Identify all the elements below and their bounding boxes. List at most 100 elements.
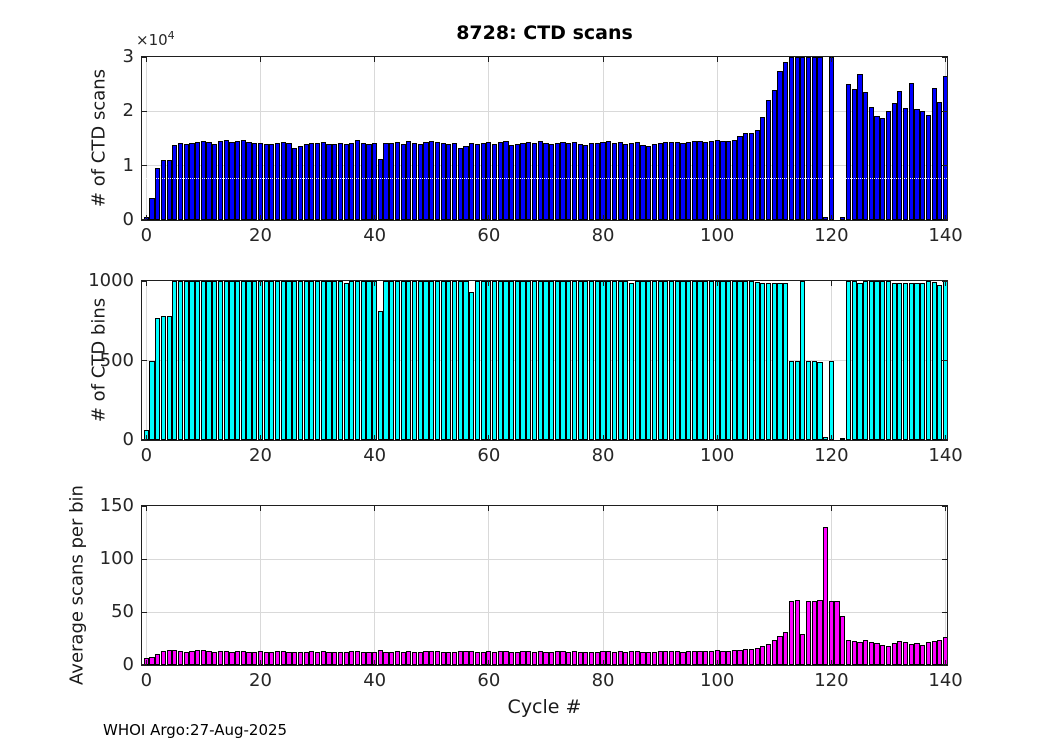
bar-cycle-79 (594, 652, 600, 665)
x-tick-mark (488, 660, 490, 665)
bar-cycle-15 (229, 281, 235, 440)
bar-cycle-108 (760, 283, 766, 440)
bar-cycle-65 (514, 652, 520, 665)
x-tick-mark (830, 281, 832, 286)
y-tick-label: 3 (122, 46, 134, 67)
x-tick-mark (488, 57, 490, 62)
y-tick-label: 2 (122, 100, 134, 122)
bar-cycle-85 (628, 651, 635, 665)
bar-cycle-65 (514, 281, 520, 440)
bar-cycle-60 (486, 141, 492, 220)
bar-cycle-40 (372, 142, 378, 220)
bar-cycle-57 (469, 143, 475, 220)
bar-cycle-49 (423, 281, 429, 440)
bar-cycle-83 (617, 281, 623, 440)
x-tick-label: 100 (700, 445, 735, 466)
bar-cycle-8 (189, 143, 195, 220)
bar-cycle-61 (491, 143, 498, 220)
bar-cycle-96 (691, 140, 697, 220)
bar-cycle-135 (914, 283, 920, 440)
bar-cycle-86 (634, 281, 640, 440)
bar-cycle-43 (389, 652, 395, 665)
bar-cycle-117 (811, 360, 817, 440)
bar-cycle-100 (714, 281, 720, 440)
x-tick-mark (945, 435, 947, 440)
bar-cycle-138 (931, 87, 937, 220)
bar-cycle-30 (314, 143, 321, 220)
bar-cycle-81 (606, 651, 612, 665)
bar-cycle-89 (651, 143, 657, 220)
bar-cycle-128 (874, 642, 880, 665)
y-tick-mark (142, 57, 147, 58)
bar-cycle-123 (845, 639, 852, 665)
h-gridline (142, 611, 947, 613)
bar-cycle-37 (354, 281, 361, 440)
x-tick-label: 40 (363, 445, 387, 466)
bar-cycle-123 (845, 281, 852, 440)
bar-cycle-91 (663, 141, 669, 220)
bar-cycle-71 (549, 652, 555, 665)
bar-cycle-125 (857, 641, 863, 665)
bar-cycle-130 (885, 281, 892, 440)
bar-cycle-87 (640, 281, 646, 440)
bar-cycle-39 (366, 652, 372, 665)
bar-cycle-68 (531, 652, 538, 665)
bar-cycle-114 (794, 600, 800, 665)
bar-cycle-26 (292, 147, 298, 220)
bar-cycle-32 (326, 143, 332, 220)
x-tick-mark (488, 281, 490, 286)
x-tick-mark (716, 215, 718, 220)
bar-cycle-111 (777, 70, 783, 220)
bar-cycle-51 (434, 141, 441, 220)
bar-cycle-86 (634, 651, 640, 665)
y-tick-mark (142, 664, 147, 665)
bar-cycle-93 (674, 141, 680, 220)
bar-cycle-26 (292, 652, 298, 665)
x-tick-label: 20 (249, 225, 272, 246)
bar-cycle-16 (235, 281, 241, 440)
bar-cycle-72 (554, 281, 560, 440)
bar-cycle-132 (897, 640, 903, 665)
bar-cycle-129 (880, 117, 886, 220)
bar-cycle-112 (783, 283, 789, 440)
bar-cycle-108 (760, 645, 766, 665)
bar-cycle-131 (891, 642, 897, 665)
bar-cycle-70 (543, 142, 549, 220)
bar-cycle-2 (155, 168, 161, 220)
bar-cycle-29 (309, 142, 315, 220)
bar-cycle-125 (857, 282, 863, 440)
avg-axes: 0 50 100 150 0 20 40 60 80 100 120 140 (100, 496, 963, 692)
bar-cycle-52 (440, 142, 446, 220)
bar-cycle-89 (651, 652, 657, 665)
y-tick-label: 150 (99, 495, 134, 516)
y-axis-exponent: ×104 (136, 29, 175, 49)
bar-cycle-43 (389, 281, 395, 440)
bar-cycle-55 (457, 148, 463, 220)
bar-cycle-110 (771, 89, 777, 220)
bar-cycle-85 (628, 283, 635, 440)
bar-cycle-53 (446, 143, 452, 220)
bar-cycle-68 (531, 281, 538, 440)
bar-cycle-82 (611, 652, 618, 665)
bar-cycle-90 (657, 281, 663, 440)
y-tick-label: 1 (122, 154, 134, 176)
bar-cycle-19 (252, 142, 258, 220)
bar-cycle-81 (606, 281, 612, 440)
bar-cycle-114 (794, 57, 800, 220)
bar-cycle-134 (908, 282, 914, 440)
bar-cycle-25 (286, 143, 292, 220)
bar-cycle-101 (720, 281, 726, 440)
bar-cycle-107 (754, 130, 760, 220)
bar-cycle-41 (377, 311, 383, 440)
v-gridline (488, 57, 490, 220)
x-tick-mark (374, 215, 376, 220)
bar-cycle-33 (332, 281, 338, 440)
bar-cycle-19 (252, 281, 258, 440)
bar-cycle-79 (594, 143, 600, 220)
v-gridline (145, 57, 147, 220)
bar-cycle-115 (800, 281, 806, 440)
bar-cycle-95 (686, 141, 692, 220)
bar-cycle-86 (634, 141, 640, 220)
y-tick-label: 0 (122, 429, 134, 450)
bar-cycle-119 (823, 436, 829, 440)
